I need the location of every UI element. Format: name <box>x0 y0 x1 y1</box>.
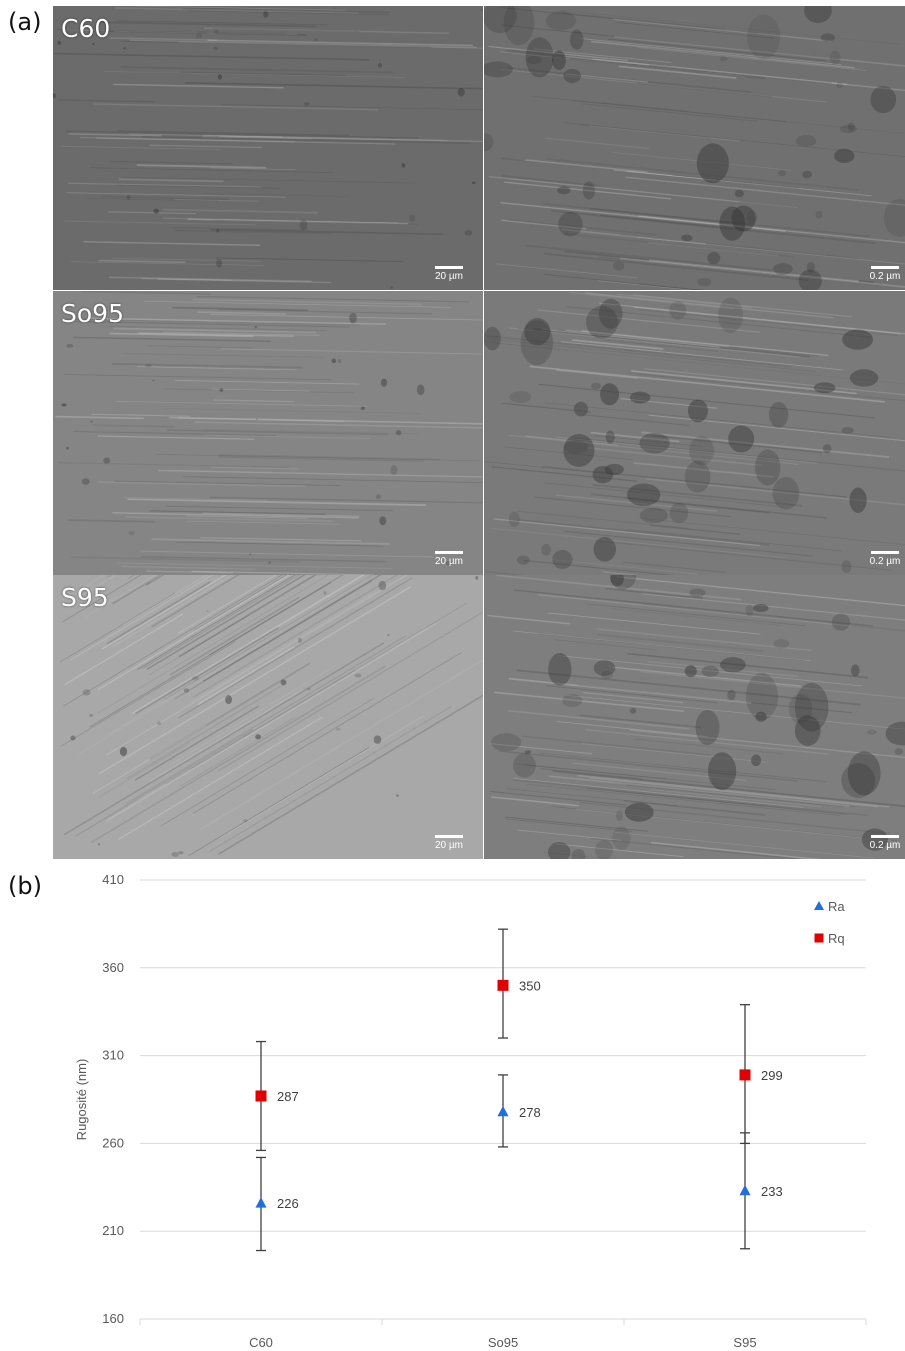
scale-bar: 20 µm <box>429 266 469 282</box>
x-tick-label: S95 <box>733 1335 756 1350</box>
data-label-ra: 233 <box>761 1184 783 1199</box>
sample-label-c60: C60 <box>61 14 111 43</box>
x-tick-label: So95 <box>488 1335 518 1350</box>
scale-bar-label: 0.2 µm <box>869 840 901 851</box>
sample-label-so95: So95 <box>61 299 124 328</box>
micrograph-so95-left: So95 20 µm <box>53 291 483 575</box>
point-rq <box>497 979 509 991</box>
data-label-rq: 287 <box>277 1089 299 1104</box>
scale-bar: 20 µm <box>429 551 469 567</box>
data-label-ra: 226 <box>277 1196 299 1211</box>
scale-bar-label: 0.2 µm <box>869 556 901 567</box>
scale-bar: 0.2 µm <box>865 835 905 851</box>
y-tick-label: 310 <box>102 1048 124 1063</box>
panel-label-b: (b) <box>8 872 42 900</box>
scale-bar-label: 20 µm <box>435 840 463 851</box>
y-tick-label: 160 <box>102 1311 124 1326</box>
micrograph-c60-left: C60 20 µm <box>53 6 483 290</box>
scale-bar-label: 0.2 µm <box>869 271 901 282</box>
panel-label-a: (a) <box>8 8 42 36</box>
data-label-rq: 299 <box>761 1068 783 1083</box>
scale-bar: 0.2 µm <box>865 266 905 282</box>
micrograph-so95-right: 0.2 µm <box>484 291 905 575</box>
legend-label-ra: Ra <box>828 899 845 914</box>
scale-bar: 20 µm <box>429 835 469 851</box>
point-rq <box>255 1090 267 1102</box>
y-tick-label: 360 <box>102 960 124 975</box>
micrograph-s95-right: 0.2 µm <box>484 575 905 859</box>
legend-marker-rq <box>814 933 824 943</box>
micrograph-s95-left: S95 20 µm <box>53 575 483 859</box>
data-label-rq: 350 <box>519 978 541 993</box>
scale-bar-label: 20 µm <box>435 271 463 282</box>
point-ra <box>255 1197 267 1208</box>
legend-marker-ra <box>814 901 824 910</box>
x-tick-label: C60 <box>249 1335 273 1350</box>
y-tick-label: 260 <box>102 1135 124 1150</box>
point-ra <box>497 1105 509 1117</box>
y-tick-label: 410 <box>102 872 124 887</box>
sample-label-s95: S95 <box>61 583 109 612</box>
y-tick-label: 210 <box>102 1223 124 1238</box>
micrograph-c60-right: 0.2 µm <box>484 6 905 290</box>
legend-label-rq: Rq <box>828 931 845 946</box>
sem-micrograph-grid: C60 20 µm 0.2 µm So95 20 µm 0.2 µm S95 20 µm 0.2… <box>53 6 905 859</box>
y-axis-title: Rugosité (nm) <box>74 1059 89 1141</box>
data-label-ra: 278 <box>519 1105 541 1120</box>
point-ra <box>739 1184 751 1196</box>
scale-bar-label: 20 µm <box>435 556 463 567</box>
scale-bar: 0.2 µm <box>865 551 905 567</box>
roughness-chart: 160 210 260 310 360 410 C60 So95 S95 Rugosité (nm… <box>74 872 867 1350</box>
point-rq <box>739 1069 751 1081</box>
